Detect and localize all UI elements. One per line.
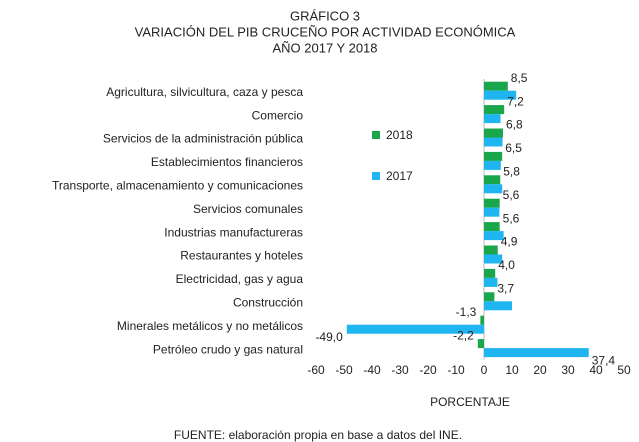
x-tick-label: 20 bbox=[533, 363, 547, 377]
bar bbox=[346, 324, 484, 334]
data-label: 4,9 bbox=[501, 235, 518, 249]
legend-swatch bbox=[372, 131, 380, 139]
bar bbox=[480, 315, 484, 325]
x-axis-label: PORCENTAJE bbox=[430, 395, 510, 409]
x-tick-label: 50 bbox=[617, 363, 631, 377]
data-label: 5,6 bbox=[503, 211, 520, 225]
category-label: Servicios comunales bbox=[193, 202, 303, 216]
bar bbox=[484, 128, 504, 138]
bar bbox=[484, 207, 500, 217]
data-label: 3,7 bbox=[497, 281, 514, 295]
source-note: FUENTE: elaboración propia en base a dat… bbox=[174, 428, 462, 442]
category-label: Restaurantes y hoteles bbox=[180, 249, 303, 263]
x-tick-label: 40 bbox=[589, 363, 603, 377]
bar bbox=[484, 114, 501, 124]
bar bbox=[484, 175, 501, 185]
data-label: 37,4 bbox=[592, 353, 616, 367]
legend-label: 2017 bbox=[386, 169, 413, 183]
x-tick-label: -30 bbox=[391, 363, 409, 377]
data-label: 4,0 bbox=[498, 258, 515, 272]
data-label: 6,8 bbox=[506, 118, 523, 132]
x-tick-label: -20 bbox=[419, 363, 437, 377]
data-label: 8,5 bbox=[511, 71, 528, 85]
x-tick-label: 10 bbox=[505, 363, 519, 377]
bar bbox=[484, 198, 500, 208]
bar bbox=[484, 277, 498, 287]
bar bbox=[484, 348, 589, 358]
bar bbox=[484, 245, 498, 255]
x-tick-label: -50 bbox=[335, 363, 353, 377]
x-tick-label: -60 bbox=[307, 363, 325, 377]
bar bbox=[484, 292, 495, 302]
bar bbox=[484, 301, 512, 311]
data-label: 7,2 bbox=[507, 94, 524, 108]
bar bbox=[484, 254, 503, 264]
chart-title: GRÁFICO 3 bbox=[290, 8, 360, 23]
category-label: Servicios de la administración pública bbox=[103, 132, 303, 146]
bar bbox=[484, 81, 508, 91]
x-tick-label: -40 bbox=[363, 363, 381, 377]
category-label: Comercio bbox=[252, 108, 304, 122]
bar bbox=[484, 184, 503, 194]
bar bbox=[484, 151, 503, 161]
category-label: Electricidad, gas y agua bbox=[176, 272, 304, 286]
bar bbox=[484, 222, 500, 232]
category-label: Establecimientos financieros bbox=[151, 155, 303, 169]
bar bbox=[484, 231, 504, 241]
category-label: Petróleo crudo y gas natural bbox=[153, 342, 303, 356]
legend-swatch bbox=[372, 172, 380, 180]
data-label: -1,3 bbox=[456, 305, 477, 319]
data-label: -2,2 bbox=[453, 328, 474, 342]
category-label: Agricultura, silvicultura, caza y pesca bbox=[106, 85, 303, 99]
bar bbox=[477, 339, 484, 349]
bar bbox=[484, 90, 517, 100]
category-label: Industrias manufactureras bbox=[164, 225, 303, 239]
data-label: -49,0 bbox=[315, 330, 343, 344]
chart-title: VARIACIÓN DEL PIB CRUCEÑO POR ACTIVIDAD … bbox=[135, 24, 516, 39]
category-label: Construcción bbox=[233, 295, 303, 309]
bar bbox=[484, 105, 505, 115]
category-label: Minerales metálicos y no metálicos bbox=[117, 319, 303, 333]
bar bbox=[484, 137, 503, 147]
bar bbox=[484, 268, 496, 278]
data-label: 6,5 bbox=[505, 141, 522, 155]
x-tick-label: 0 bbox=[481, 363, 488, 377]
x-tick-label: 30 bbox=[561, 363, 575, 377]
data-label: 5,8 bbox=[503, 164, 520, 178]
category-label: Transporte, almacenamiento y comunicacio… bbox=[52, 178, 303, 192]
data-label: 5,6 bbox=[503, 188, 520, 202]
x-tick-label: -10 bbox=[447, 363, 465, 377]
bar bbox=[484, 160, 501, 170]
legend-label: 2018 bbox=[386, 128, 413, 142]
chart-title: AÑO 2017 Y 2018 bbox=[272, 40, 377, 55]
